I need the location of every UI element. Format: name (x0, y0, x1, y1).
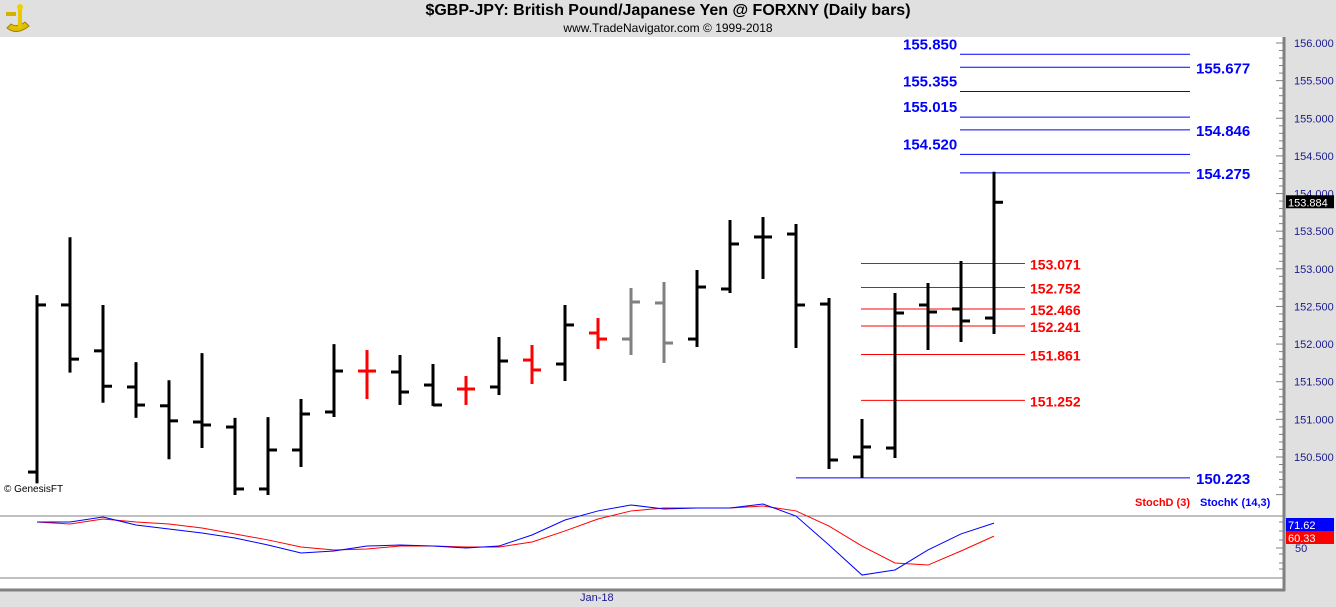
level-label: 155.677 (1196, 60, 1250, 77)
level-label: 154.520 (903, 136, 957, 153)
chart-title: $GBP-JPY: British Pound/Japanese Yen @ F… (425, 2, 911, 19)
level-label: 152.241 (1030, 319, 1081, 335)
date-label: Jan-18 (580, 592, 614, 604)
stochk-line (37, 503, 995, 576)
level-label: 153.071 (1030, 256, 1081, 272)
ohlc-bar (424, 364, 442, 407)
level-label: 150.223 (1196, 471, 1250, 488)
ohlc-bar (160, 380, 178, 460)
ohlc-bar (292, 399, 310, 467)
ohlc-bars (28, 171, 1003, 495)
ohlc-bar (259, 417, 277, 495)
level-label: 155.850 (903, 36, 957, 53)
ohlc-bar (28, 295, 46, 484)
legend-stochd: StochD (3) (1135, 497, 1190, 509)
level-label: 155.015 (903, 99, 957, 116)
level-label: 151.252 (1030, 393, 1081, 409)
ohlc-bar (853, 418, 871, 478)
price-tick-label: 155.500 (1294, 76, 1334, 88)
ohlc-bar (754, 217, 772, 279)
stochd-line (36, 505, 995, 566)
stoch-value-badge (1286, 531, 1334, 544)
ohlc-bar (61, 237, 79, 373)
ohlc-bar (886, 292, 904, 459)
ohlc-bar (127, 362, 145, 418)
plot-area (0, 37, 1284, 590)
ohlc-bar (787, 224, 805, 348)
ohlc-bar (457, 375, 475, 405)
ohlc-bar (325, 344, 343, 418)
stoch-tick-label: 50 (1295, 543, 1307, 555)
ohlc-bar (391, 354, 409, 405)
ohlc-bar (622, 288, 640, 355)
ohlc-bar (94, 304, 112, 403)
price-tick-label: 151.000 (1294, 414, 1334, 426)
ohlc-bar (589, 318, 607, 349)
stoch-value-badge (1286, 518, 1334, 531)
chart-subtitle: www.TradeNavigator.com © 1999-2018 (563, 21, 773, 35)
level-label: 154.846 (1196, 123, 1250, 140)
ohlc-bar (490, 337, 508, 396)
ohlc-bar (655, 281, 673, 363)
stoch-value-label: 60.33 (1288, 533, 1316, 545)
legend-stochk: StochK (14,3) (1200, 497, 1271, 509)
ohlc-bar (193, 353, 211, 448)
price-axis: 156.000155.500155.000154.500154.000153.5… (1276, 38, 1334, 496)
price-tick-label: 152.500 (1294, 301, 1334, 313)
ohlc-bar (721, 220, 739, 293)
ohlc-bar (523, 344, 541, 384)
ohlc-bar (919, 282, 937, 351)
ohlc-bar (688, 270, 706, 348)
price-tick-label: 152.000 (1294, 339, 1334, 351)
price-tick-label: 150.500 (1294, 452, 1334, 464)
level-label: 155.355 (903, 74, 957, 91)
price-tick-label: 154.500 (1294, 151, 1334, 163)
level-label: 154.275 (1196, 166, 1250, 183)
level-label: 151.861 (1030, 348, 1081, 364)
sextant-logo-icon (3, 2, 31, 39)
ohlc-bar (952, 260, 970, 342)
level-label: 152.752 (1030, 280, 1081, 296)
ohlc-bar (358, 350, 376, 400)
copyright-tag: © GenesisFT (4, 484, 63, 495)
stoch-value-label: 71.62 (1288, 520, 1316, 532)
price-tick-label: 155.000 (1294, 113, 1334, 125)
ohlc-bar (820, 298, 838, 470)
level-label: 152.466 (1030, 302, 1081, 318)
ohlc-bar (985, 171, 1003, 334)
last-price-label: 153.884 (1288, 197, 1328, 209)
price-tick-label: 153.500 (1294, 226, 1334, 238)
price-tick-label: 153.000 (1294, 264, 1334, 276)
ohlc-bar (226, 417, 244, 495)
price-tick-label: 156.000 (1294, 38, 1334, 50)
price-tick-label: 151.500 (1294, 377, 1334, 389)
ohlc-bar (556, 305, 574, 382)
last-price-badge (1286, 195, 1334, 209)
price-levels: 155.850 155.677 155.355 155.015 154.846 154.5… (796, 36, 1250, 488)
